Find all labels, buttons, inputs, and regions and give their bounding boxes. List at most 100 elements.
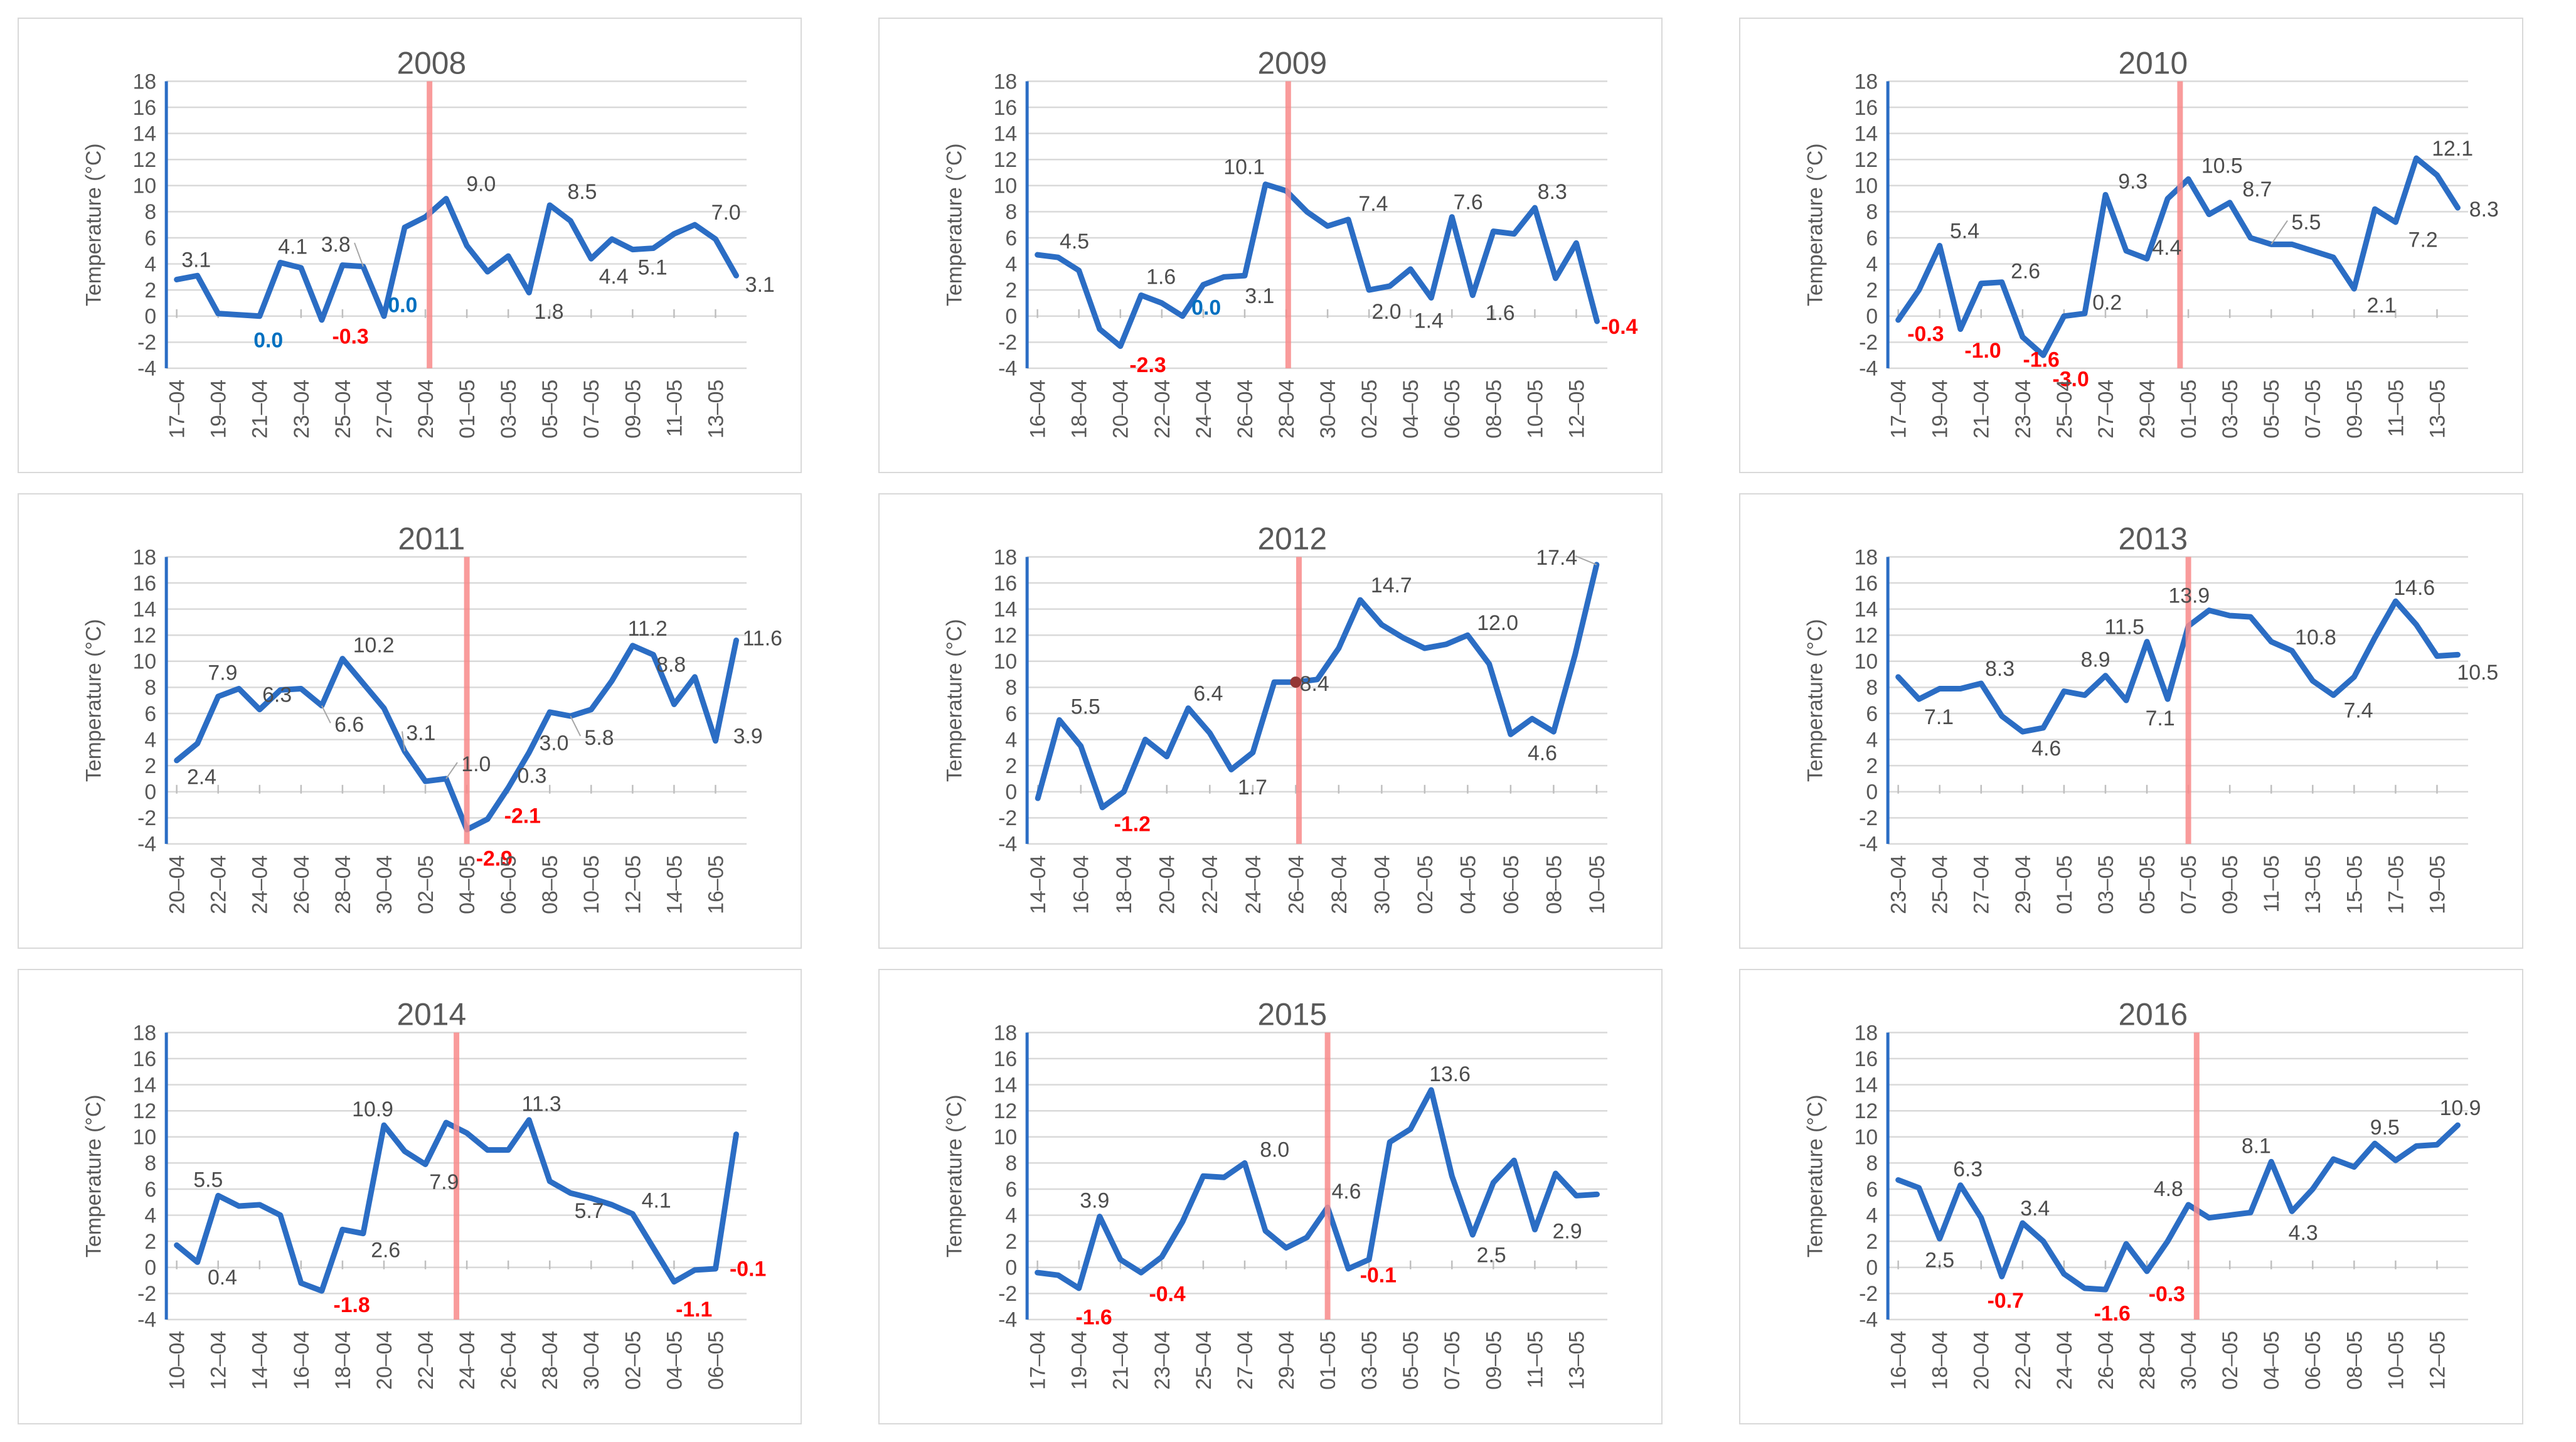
x-tick-label: 22–04 — [414, 1331, 438, 1390]
x-tick-label: 05–05 — [2136, 855, 2159, 914]
data-label: 3.4 — [2020, 1197, 2050, 1220]
x-tick-label: 17–04 — [1026, 1331, 1050, 1390]
data-label: 9.0 — [466, 173, 496, 196]
y-tick-label: 14 — [994, 597, 1018, 621]
series-line — [174, 196, 739, 323]
x-tick-label: 07–05 — [580, 380, 604, 439]
y-tick-label: 8 — [144, 200, 156, 224]
x-tick-label: 09–05 — [621, 380, 645, 439]
data-label: 5.5 — [2291, 210, 2321, 234]
x-tick-label: 02–05 — [1358, 380, 1381, 439]
data-label: 2.1 — [2367, 294, 2397, 318]
y-tick-label: 16 — [133, 96, 157, 120]
y-tick-label: 4 — [1005, 728, 1017, 752]
y-axis-title: Temperature (°C) — [82, 1094, 106, 1258]
data-label: -0.1 — [1360, 1264, 1397, 1288]
data-label: -1.1 — [676, 1298, 712, 1322]
line-chart: 2.56.3-0.73.4-1.6-0.34.88.14.39.510.9201… — [1804, 997, 2481, 1390]
y-tick-label: 6 — [1866, 702, 1878, 726]
x-tick-label: 12–05 — [1565, 380, 1589, 439]
data-label: 7.4 — [1358, 192, 1388, 216]
x-tick-label: 03–05 — [1358, 1331, 1381, 1390]
y-tick-label: 8 — [144, 676, 156, 700]
data-label: 9.5 — [2370, 1116, 2400, 1140]
data-label: 5.5 — [1071, 695, 1100, 718]
x-tick-label: 29–04 — [2136, 380, 2159, 439]
line-chart: 5.5-1.26.41.78.414.712.04.617.4201218161… — [943, 521, 1609, 914]
y-tick-label: -2 — [998, 1282, 1017, 1306]
data-label: 3.8 — [321, 233, 351, 257]
x-tick-label: 27–04 — [1233, 1331, 1257, 1390]
y-tick-label: 4 — [1005, 252, 1017, 276]
y-tick-label: 18 — [133, 545, 157, 569]
x-tick-label: 18–04 — [1112, 855, 1136, 914]
y-tick-label: 14 — [133, 1073, 157, 1097]
x-tick-label: 09–05 — [1482, 1331, 1506, 1390]
data-label: 0.0 — [388, 294, 417, 318]
chart-card: -0.3 5.4 -1.0 2.6 -1.6 -3.0 0.2 9.3 4.4 10.5 8.7 5.… — [1739, 18, 2523, 473]
y-tick-label: -4 — [137, 357, 156, 381]
y-tick-label: 16 — [994, 572, 1018, 595]
data-label: 0.2 — [2092, 291, 2122, 315]
y-axis-title: Temperature (°C) — [1804, 1094, 1828, 1258]
x-tick-label: 06–05 — [497, 855, 521, 914]
y-tick-label: 18 — [1855, 1021, 1878, 1045]
y-tick-label: 14 — [133, 597, 157, 621]
y-tick-label: 8 — [1005, 1151, 1017, 1175]
y-tick-label: 0 — [1866, 781, 1878, 804]
y-tick-label: 2 — [144, 279, 156, 302]
x-tick-label: 04–05 — [663, 1331, 686, 1390]
data-label: 3.9 — [1080, 1189, 1109, 1213]
data-label: 2.6 — [2011, 260, 2040, 284]
data-label: -1.6 — [2094, 1302, 2131, 1326]
label-leader-line — [402, 731, 405, 752]
x-tick-label: 03–05 — [2218, 380, 2242, 439]
x-tick-label: 17–05 — [2384, 855, 2408, 914]
x-tick-label: 02–05 — [2218, 1331, 2242, 1390]
x-tick-label: 09–05 — [2218, 855, 2242, 914]
y-tick-label: 0 — [1866, 305, 1878, 329]
x-tick-label: 28–04 — [2136, 1331, 2159, 1390]
y-axis-title: Temperature (°C) — [1804, 619, 1828, 782]
data-label: 3.0 — [539, 731, 568, 755]
data-label: -1.8 — [333, 1293, 370, 1317]
chart-card: 2.4 7.9 6.3 6.6 10.2 3.1 1.0 -2.9 -2.1 0.3 3.0 5.8 1… — [18, 493, 802, 949]
label-leader-line — [570, 715, 582, 737]
x-tick-label: 05–05 — [1399, 1331, 1423, 1390]
x-tick-label: 22–04 — [1198, 855, 1222, 914]
x-tick-label: 04–05 — [455, 855, 479, 914]
x-tick-label: 23–04 — [2011, 380, 2035, 439]
line-chart: -0.3 5.4 -1.0 2.6 -1.6-3.0 0.2 9.3 4.4 10.58.7 5.… — [1804, 46, 2499, 439]
x-tick-label: 25–04 — [331, 380, 355, 439]
data-label: 4.4 — [2152, 236, 2181, 260]
x-tick-label: 08–05 — [2343, 1331, 2366, 1390]
data-label: 11.3 — [521, 1092, 561, 1116]
y-tick-label: 6 — [1005, 227, 1017, 250]
data-label: 0.3 — [517, 764, 546, 788]
data-label: 8.7 — [2242, 178, 2272, 201]
data-label: 4.6 — [1331, 1180, 1361, 1204]
x-tick-label: 24–04 — [1192, 380, 1216, 439]
x-tick-label: 20–04 — [373, 1331, 397, 1390]
x-tick-label: 11–05 — [663, 380, 686, 437]
x-tick-label: 02–05 — [621, 1331, 645, 1390]
x-tick-label: 28–04 — [1328, 855, 1351, 914]
x-tick-label: 19–05 — [2425, 855, 2449, 914]
y-tick-label: 6 — [144, 227, 156, 250]
data-label: 3.1 — [181, 248, 211, 272]
data-label: 12.0 — [1477, 611, 1518, 635]
y-tick-label: -4 — [137, 1308, 156, 1332]
data-label: -1.0 — [1964, 339, 2001, 363]
y-tick-label: 14 — [133, 122, 157, 146]
x-tick-label: 16–04 — [290, 1331, 314, 1390]
x-tick-label: 10–05 — [1585, 855, 1609, 914]
data-label: 3.1 — [745, 273, 775, 297]
x-tick-label: 27–04 — [2094, 380, 2118, 439]
data-label: 4.3 — [2289, 1221, 2318, 1245]
x-tick-label: 17–04 — [166, 380, 189, 439]
data-label: 0.4 — [208, 1266, 237, 1290]
y-tick-label: 16 — [994, 96, 1018, 120]
y-tick-label: -2 — [1859, 1282, 1878, 1306]
y-tick-label: 16 — [1855, 1047, 1878, 1071]
